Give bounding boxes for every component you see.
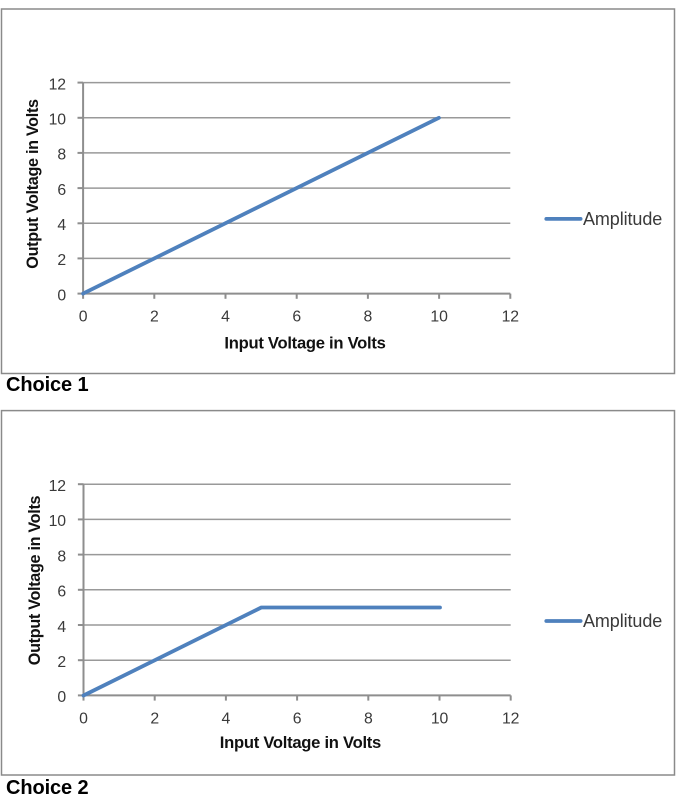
svg-text:2: 2 <box>57 654 66 671</box>
svg-text:Input Voltage in Volts: Input Voltage in Volts <box>220 733 381 752</box>
svg-text:Amplitude: Amplitude <box>583 209 662 229</box>
svg-text:Choice 1: Choice 1 <box>6 374 89 396</box>
svg-text:12: 12 <box>49 478 66 495</box>
svg-text:0: 0 <box>79 309 88 326</box>
svg-text:0: 0 <box>57 287 66 304</box>
svg-text:Output Voltage in Volts: Output Voltage in Volts <box>24 99 42 269</box>
svg-text:12: 12 <box>502 309 519 326</box>
svg-text:0: 0 <box>57 689 66 706</box>
svg-text:10: 10 <box>49 513 67 530</box>
svg-text:12: 12 <box>502 711 519 728</box>
svg-text:Output Voltage in Volts: Output Voltage in Volts <box>26 495 44 665</box>
svg-text:8: 8 <box>57 147 66 164</box>
svg-text:6: 6 <box>293 711 302 728</box>
svg-text:Input Voltage in Volts: Input Voltage in Volts <box>224 334 385 353</box>
svg-text:6: 6 <box>57 182 66 199</box>
svg-text:12: 12 <box>49 76 66 93</box>
svg-text:2: 2 <box>150 309 159 326</box>
svg-text:10: 10 <box>49 112 67 129</box>
svg-text:8: 8 <box>57 548 66 565</box>
svg-text:Choice 2: Choice 2 <box>6 777 89 799</box>
svg-text:8: 8 <box>364 309 373 326</box>
svg-text:4: 4 <box>222 711 231 728</box>
svg-text:6: 6 <box>292 309 301 326</box>
svg-text:4: 4 <box>57 217 66 234</box>
svg-text:2: 2 <box>57 252 66 269</box>
svg-text:0: 0 <box>79 711 88 728</box>
svg-text:Amplitude: Amplitude <box>583 611 662 631</box>
svg-text:8: 8 <box>364 711 373 728</box>
svg-text:4: 4 <box>221 309 230 326</box>
svg-text:2: 2 <box>150 711 159 728</box>
svg-text:6: 6 <box>57 584 66 601</box>
svg-text:10: 10 <box>431 711 449 728</box>
svg-text:4: 4 <box>57 619 66 636</box>
svg-text:10: 10 <box>430 309 448 326</box>
